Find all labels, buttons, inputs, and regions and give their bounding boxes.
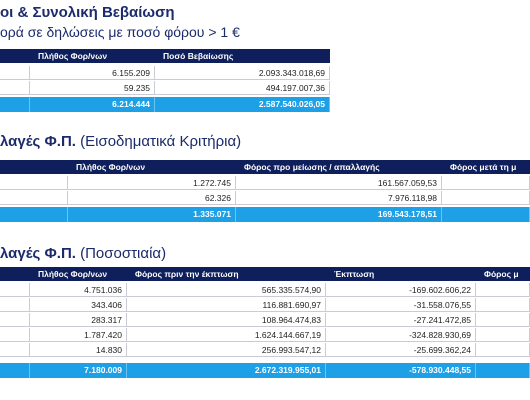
- section-title: λαγές Φ.Π. (Εισοδηματικά Κριτήρια): [0, 133, 241, 150]
- table-cell: [0, 81, 30, 95]
- table-cell: 161.567.059,53: [236, 176, 442, 190]
- table-cell: 4.751.036: [30, 283, 127, 297]
- table-cell: -31.558.076,55: [326, 298, 476, 312]
- total-cell: 7.180.009: [30, 363, 127, 378]
- total-cell: -578.930.448,55: [326, 363, 476, 378]
- total-cell: [0, 363, 30, 378]
- table-cell: 565.335.574,90: [127, 283, 326, 297]
- table-cell: 108.964.474,83: [127, 313, 326, 327]
- table-cell: 1.624.144.667,19: [127, 328, 326, 342]
- table-cell: [0, 298, 30, 312]
- table-header-cell: [0, 160, 68, 174]
- table-cell: 116.881.690,97: [127, 298, 326, 312]
- table-header-cell: Φόρος μετά τη μ: [442, 160, 530, 174]
- table-header-cell: Έκπτωση: [326, 267, 476, 281]
- table-header-cell: Φόρος μ: [476, 267, 530, 281]
- title-rest: (Ποσοστιαία): [75, 245, 167, 262]
- table-cell: 2.093.343.018,69: [155, 66, 330, 80]
- table-header-cell: Φόρος προ μείωσης / απαλλαγής: [236, 160, 442, 174]
- table-cell: [476, 298, 530, 312]
- table-cell: 343.406: [30, 298, 127, 312]
- table-cell: 494.197.007,36: [155, 81, 330, 95]
- total-cell: [0, 97, 30, 112]
- table-cell: 62.326: [68, 191, 236, 205]
- table-cell: [442, 191, 530, 205]
- title-bold: λαγές Φ.Π.: [0, 245, 76, 262]
- table-cell: -25.699.362,24: [326, 343, 476, 357]
- table-cell: [0, 191, 68, 205]
- table-cell: [442, 176, 530, 190]
- section-title: οι & Συνολική Βεβαίωση: [0, 4, 175, 21]
- table-header-cell: Ποσό Βεβαίωσης: [155, 49, 330, 63]
- total-cell: [0, 207, 68, 222]
- total-cell: 2.587.540.026,05: [155, 97, 330, 112]
- table-header-cell: [0, 267, 30, 281]
- total-cell: [442, 207, 530, 222]
- table-cell: 6.155.209: [30, 66, 155, 80]
- table-header-cell: Φόρος πριν την έκπτωση: [127, 267, 326, 281]
- table-cell: 256.993.547,12: [127, 343, 326, 357]
- table-cell: [0, 313, 30, 327]
- title-bold: οι & Συνολική Βεβαίωση: [0, 4, 175, 21]
- table-cell: [0, 328, 30, 342]
- total-cell: 169.543.178,51: [236, 207, 442, 222]
- total-cell: 1.335.071: [68, 207, 236, 222]
- section-subtitle: ορά σε δηλώσεις με ποσό φόρου > 1 €: [0, 24, 240, 40]
- table-cell: 14.830: [30, 343, 127, 357]
- table-cell: 1.272.745: [68, 176, 236, 190]
- table-cell: -169.602.606,22: [326, 283, 476, 297]
- table-cell: [0, 283, 30, 297]
- table-cell: -324.828.930,69: [326, 328, 476, 342]
- table-cell: 59.235: [30, 81, 155, 95]
- table-cell: [0, 343, 30, 357]
- table-cell: [476, 343, 530, 357]
- total-cell: [476, 363, 530, 378]
- table-cell: [476, 283, 530, 297]
- table-cell: [0, 66, 30, 80]
- total-cell: 6.214.444: [30, 97, 155, 112]
- title-rest: (Εισοδηματικά Κριτήρια): [75, 133, 242, 150]
- table-header-cell: Πλήθος Φορ/νων: [68, 160, 236, 174]
- table-header-cell: [0, 49, 30, 63]
- table-cell: [476, 313, 530, 327]
- section-title: λαγές Φ.Π. (Ποσοστιαία): [0, 245, 166, 262]
- title-bold: λαγές Φ.Π.: [0, 133, 76, 150]
- table-cell: [0, 176, 68, 190]
- table-cell: [476, 328, 530, 342]
- table-header-cell: Πλήθος Φορ/νων: [30, 267, 127, 281]
- table-cell: 283.317: [30, 313, 127, 327]
- table-header-cell: Πλήθος Φορ/νων: [30, 49, 155, 63]
- table-cell: -27.241.472,85: [326, 313, 476, 327]
- table-cell: 7.976.118,98: [236, 191, 442, 205]
- total-cell: 2.672.319.955,01: [127, 363, 326, 378]
- table-cell: 1.787.420: [30, 328, 127, 342]
